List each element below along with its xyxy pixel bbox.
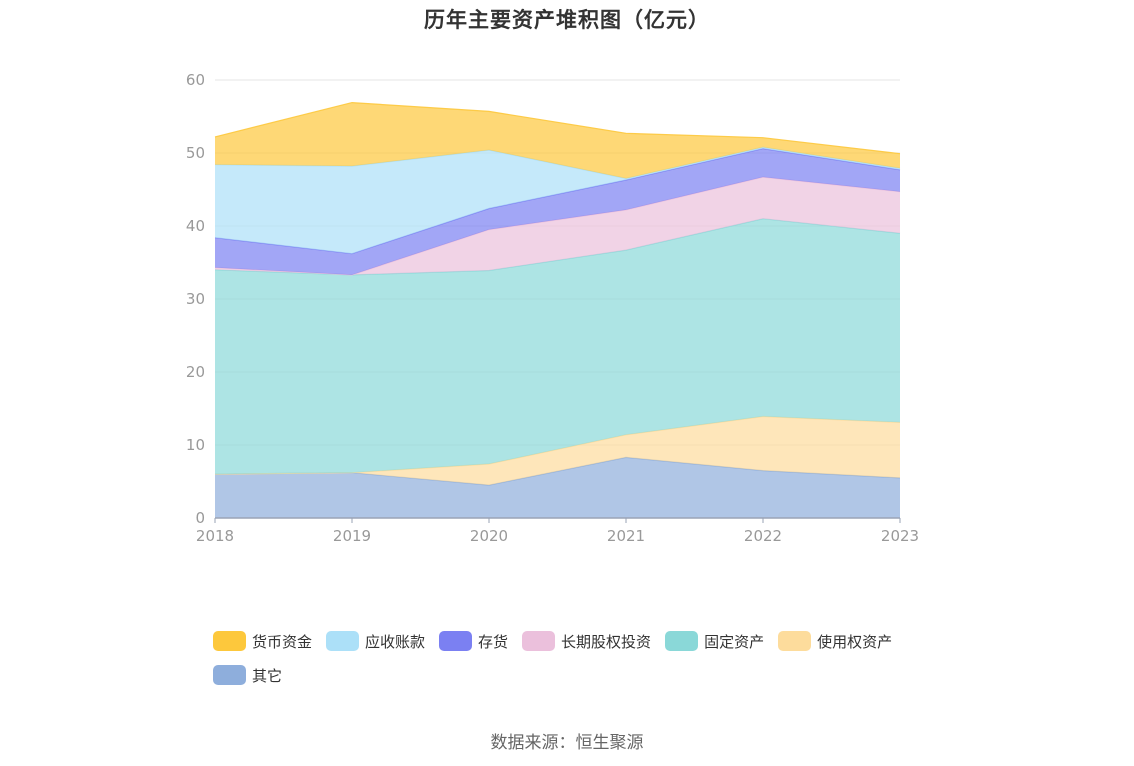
x-tick-label: 2020 xyxy=(470,527,508,545)
chart-legend: 货币资金 应收账款 存货 长期股权投资 固定资产 使用权资产其它 xyxy=(213,630,973,686)
legend-label: 应收账款 xyxy=(365,632,426,651)
stacked-area-chart: 0 10 20 30 40 50 60 2018 2019 2020 2021 2022 2023 xyxy=(186,71,919,545)
area-长期股权投资 xyxy=(215,177,900,275)
legend-swatch xyxy=(439,631,473,651)
legend-swatch xyxy=(213,631,246,651)
area-其它 xyxy=(215,457,900,518)
legend-label: 长期股权投资 xyxy=(561,632,652,651)
y-tick-label: 50 xyxy=(186,144,205,162)
legend-label: 固定资产 xyxy=(704,632,765,651)
legend-item[interactable]: 固定资产 xyxy=(665,630,764,652)
legend-item[interactable]: 使用权资产 xyxy=(778,630,892,652)
x-tick-label: 2021 xyxy=(607,527,645,545)
legend-item[interactable]: 长期股权投资 xyxy=(522,630,651,652)
legend-label: 货币资金 xyxy=(252,632,313,651)
data-source-note: 数据来源：恒生聚源 xyxy=(490,733,644,753)
area-存货 xyxy=(215,148,900,275)
legend-swatch xyxy=(522,631,556,651)
legend-item[interactable]: 货币资金 xyxy=(213,630,312,652)
legend-item[interactable]: 应收账款 xyxy=(326,630,425,652)
line-货币资金 xyxy=(214,101,901,155)
legend-label: 存货 xyxy=(478,632,509,651)
y-tick-label: 40 xyxy=(186,217,205,235)
area-应收账款 xyxy=(215,147,900,254)
legend-label: 其它 xyxy=(252,666,283,685)
area-使用权资产 xyxy=(215,416,900,486)
legend-item[interactable]: 存货 xyxy=(439,630,508,652)
y-tick-label: 60 xyxy=(186,71,205,89)
legend-item[interactable]: 其它 xyxy=(213,664,282,686)
legend-swatch xyxy=(665,631,699,651)
x-tick-label: 2023 xyxy=(881,527,919,545)
legend-swatch xyxy=(326,631,360,651)
x-tick-label: 2018 xyxy=(196,527,234,545)
y-tick-label: 0 xyxy=(195,509,205,527)
area-货币资金 xyxy=(215,102,900,179)
y-tick-label: 30 xyxy=(186,290,205,308)
legend-swatch xyxy=(213,665,246,685)
area-固定资产 xyxy=(215,218,900,475)
y-tick-label: 20 xyxy=(186,363,205,381)
y-tick-label: 10 xyxy=(186,436,205,454)
x-tick-label: 2019 xyxy=(333,527,371,545)
chart-title: 历年主要资产堆积图（亿元） xyxy=(424,8,710,32)
legend-swatch xyxy=(778,631,812,651)
x-tick-label: 2022 xyxy=(744,527,782,545)
legend-label: 使用权资产 xyxy=(817,632,893,651)
